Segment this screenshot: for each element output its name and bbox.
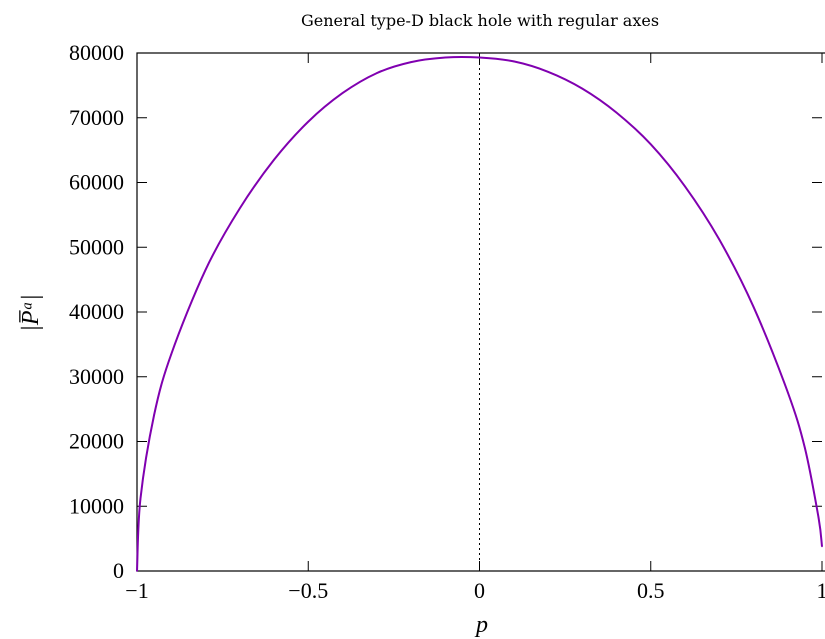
data-point	[139, 498, 142, 500]
data-point	[273, 159, 275, 161]
tick-labels: −1 −0.5 0 0.5 1 0 10000 20000 30000 40000 50000 600…	[69, 40, 825, 603]
data-point	[821, 545, 823, 548]
x-tick-label: −1	[125, 578, 148, 603]
data-point	[649, 143, 652, 146]
y-tick-label: 10000	[69, 493, 124, 518]
data-point	[307, 120, 310, 123]
data-point	[786, 391, 789, 394]
y-tick-label: 80000	[69, 40, 124, 65]
y-tick-label: 60000	[69, 170, 124, 195]
data-point	[375, 72, 378, 74]
data-point	[170, 353, 173, 355]
x-tick-label: 0	[474, 578, 485, 603]
data-point	[410, 61, 412, 63]
data-point	[204, 269, 207, 271]
y-tick-label: 40000	[69, 299, 124, 324]
series-points	[136, 56, 823, 572]
data-point	[238, 207, 241, 210]
data-point	[153, 414, 155, 416]
y-axis-label: |P̅ᵃ|	[18, 294, 44, 331]
data-point	[752, 306, 755, 308]
data-point	[547, 70, 549, 73]
x-axis-label: p	[474, 612, 488, 638]
data-point	[615, 111, 618, 114]
y-tick-label: 50000	[69, 234, 124, 259]
chart-title: General type-D black hole with regular a…	[301, 11, 659, 30]
y-tick-label: 20000	[69, 429, 124, 454]
data-point	[804, 447, 806, 449]
data-point	[718, 238, 721, 241]
data-point	[444, 56, 447, 59]
data-point	[136, 570, 138, 572]
x-tick-label: 1	[817, 578, 825, 603]
data-point	[512, 60, 515, 63]
y-tick-label: 70000	[69, 105, 124, 130]
y-tick-label: 30000	[69, 364, 124, 389]
x-tick-label: −0.5	[288, 578, 328, 603]
data-point	[341, 92, 344, 94]
plot-frame	[136, 52, 825, 572]
data-point	[817, 517, 820, 519]
y-tick-label: 0	[113, 558, 124, 583]
data-point	[581, 87, 584, 90]
data-point	[684, 185, 686, 188]
x-tick-label: 0.5	[637, 578, 665, 603]
data-point	[478, 56, 481, 59]
